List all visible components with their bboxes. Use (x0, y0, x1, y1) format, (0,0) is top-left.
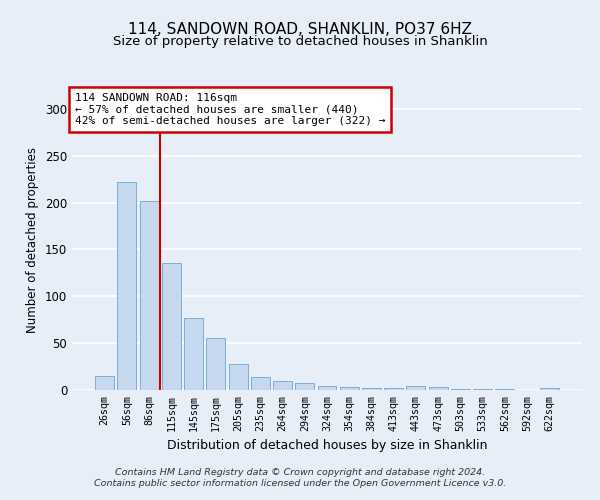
Bar (451, 389, 470, 390)
Text: Size of property relative to detached houses in Shanklin: Size of property relative to detached ho… (113, 35, 487, 48)
Text: 114, SANDOWN ROAD, SHANKLIN, PO37 6HZ: 114, SANDOWN ROAD, SHANKLIN, PO37 6HZ (128, 22, 472, 38)
Bar (295, 384, 314, 390)
Bar (340, 387, 359, 390)
Bar (206, 338, 225, 390)
Bar (384, 388, 403, 390)
Text: 114 SANDOWN ROAD: 116sqm
← 57% of detached houses are smaller (440)
42% of semi-: 114 SANDOWN ROAD: 116sqm ← 57% of detach… (74, 93, 385, 126)
Text: Contains HM Land Registry data © Crown copyright and database right 2024.
Contai: Contains HM Land Registry data © Crown c… (94, 468, 506, 487)
Bar (184, 318, 203, 390)
Bar (362, 388, 381, 390)
Bar (140, 200, 158, 390)
Bar (162, 264, 181, 390)
Bar (406, 386, 425, 390)
Bar (95, 376, 114, 390)
Bar (317, 386, 337, 390)
Bar (273, 380, 292, 390)
Y-axis label: Number of detached properties: Number of detached properties (26, 147, 40, 333)
Bar (473, 389, 492, 390)
X-axis label: Distribution of detached houses by size in Shanklin: Distribution of detached houses by size … (167, 439, 487, 452)
Bar (429, 387, 448, 390)
Bar (540, 388, 559, 390)
Bar (251, 377, 270, 390)
Bar (118, 182, 136, 390)
Bar (229, 364, 248, 390)
Bar (496, 389, 514, 390)
